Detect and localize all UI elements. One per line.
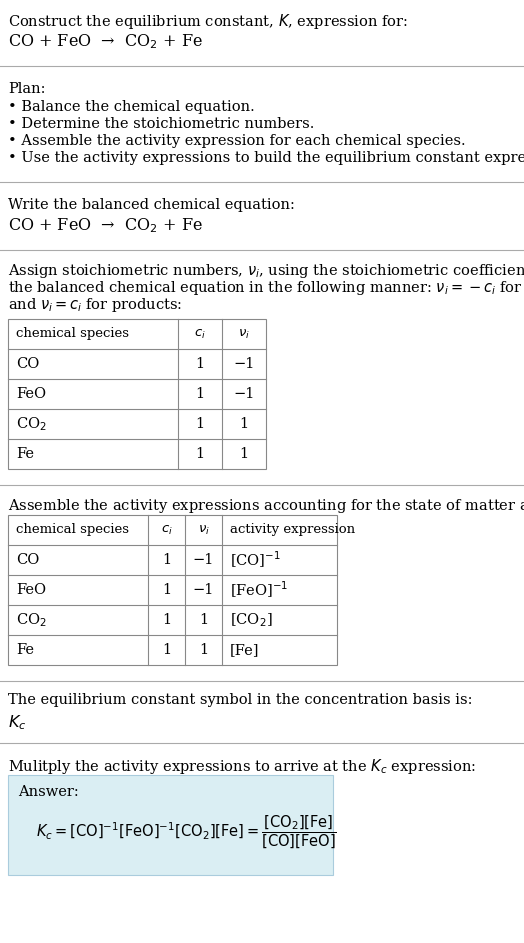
Text: [FeO]$^{-1}$: [FeO]$^{-1}$ <box>230 580 288 601</box>
Text: 1: 1 <box>199 613 208 627</box>
Text: [CO$_2$]: [CO$_2$] <box>230 611 272 629</box>
Text: $\nu_i$: $\nu_i$ <box>238 327 250 340</box>
Text: The equilibrium constant symbol in the concentration basis is:: The equilibrium constant symbol in the c… <box>8 693 473 707</box>
Text: $K_c$: $K_c$ <box>8 713 26 732</box>
Text: 1: 1 <box>195 447 204 461</box>
Text: and $\nu_i = c_i$ for products:: and $\nu_i = c_i$ for products: <box>8 296 182 314</box>
Text: 1: 1 <box>162 643 171 657</box>
Text: Fe: Fe <box>16 643 34 657</box>
Text: 1: 1 <box>239 417 248 431</box>
Text: chemical species: chemical species <box>16 327 129 340</box>
Text: −1: −1 <box>193 583 214 597</box>
Text: the balanced chemical equation in the following manner: $\nu_i = -c_i$ for react: the balanced chemical equation in the fo… <box>8 279 524 297</box>
Text: CO: CO <box>16 553 39 567</box>
Text: chemical species: chemical species <box>16 523 129 537</box>
Text: • Use the activity expressions to build the equilibrium constant expression.: • Use the activity expressions to build … <box>8 151 524 165</box>
Text: $c_i$: $c_i$ <box>160 523 172 537</box>
Text: Mulitply the activity expressions to arrive at the $K_c$ expression:: Mulitply the activity expressions to arr… <box>8 757 476 776</box>
Text: Fe: Fe <box>16 447 34 461</box>
Text: Plan:: Plan: <box>8 82 46 96</box>
Text: $\nu_i$: $\nu_i$ <box>198 523 210 537</box>
Text: 1: 1 <box>162 613 171 627</box>
Text: Assemble the activity expressions accounting for the state of matter and $\nu_i$: Assemble the activity expressions accoun… <box>8 497 524 515</box>
Text: −1: −1 <box>193 553 214 567</box>
Text: • Determine the stoichiometric numbers.: • Determine the stoichiometric numbers. <box>8 117 314 131</box>
Text: 1: 1 <box>162 553 171 567</box>
Text: Write the balanced chemical equation:: Write the balanced chemical equation: <box>8 198 295 212</box>
Text: • Balance the chemical equation.: • Balance the chemical equation. <box>8 100 255 114</box>
Text: Assign stoichiometric numbers, $\nu_i$, using the stoichiometric coefficients, $: Assign stoichiometric numbers, $\nu_i$, … <box>8 262 524 280</box>
Text: FeO: FeO <box>16 387 46 401</box>
Text: Answer:: Answer: <box>18 785 79 799</box>
FancyBboxPatch shape <box>8 775 333 875</box>
Text: CO: CO <box>16 357 39 371</box>
Text: 1: 1 <box>199 643 208 657</box>
Bar <box>8 319 266 469</box>
Text: $c_i$: $c_i$ <box>194 327 206 340</box>
Text: [CO]$^{-1}$: [CO]$^{-1}$ <box>230 550 281 571</box>
Text: 1: 1 <box>195 357 204 371</box>
Bar <box>8 515 337 665</box>
Text: CO$_2$: CO$_2$ <box>16 611 47 629</box>
Text: FeO: FeO <box>16 583 46 597</box>
Text: activity expression: activity expression <box>230 523 355 537</box>
Text: • Assemble the activity expression for each chemical species.: • Assemble the activity expression for e… <box>8 134 466 148</box>
Text: CO + FeO  →  CO$_2$ + Fe: CO + FeO → CO$_2$ + Fe <box>8 216 203 235</box>
Text: 1: 1 <box>195 417 204 431</box>
Text: −1: −1 <box>233 357 255 371</box>
Text: CO$_2$: CO$_2$ <box>16 415 47 433</box>
Text: [Fe]: [Fe] <box>230 643 259 657</box>
Text: Construct the equilibrium constant, $K$, expression for:: Construct the equilibrium constant, $K$,… <box>8 12 408 31</box>
Text: CO + FeO  →  CO$_2$ + Fe: CO + FeO → CO$_2$ + Fe <box>8 32 203 51</box>
Text: 1: 1 <box>239 447 248 461</box>
Text: $K_c = [\mathrm{CO}]^{-1} [\mathrm{FeO}]^{-1} [\mathrm{CO_2}][\mathrm{Fe}] = \df: $K_c = [\mathrm{CO}]^{-1} [\mathrm{FeO}]… <box>36 813 337 850</box>
Text: −1: −1 <box>233 387 255 401</box>
Text: 1: 1 <box>162 583 171 597</box>
Text: 1: 1 <box>195 387 204 401</box>
